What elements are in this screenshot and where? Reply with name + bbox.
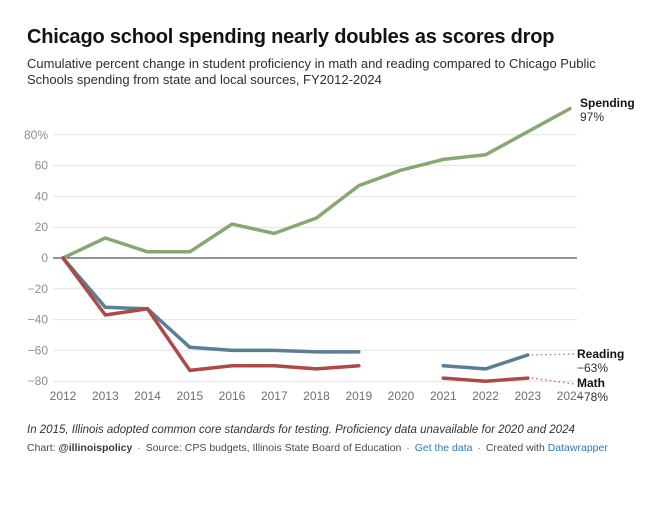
connector-math (531, 377, 576, 385)
get-the-data-link[interactable]: Get the data (414, 442, 473, 454)
credit-separator-2: · (406, 442, 410, 454)
page-title: Chicago school spending nearly doubles a… (27, 26, 555, 48)
x-tick-label: 2018 (303, 389, 330, 403)
credit-created-with: Created with (485, 442, 545, 454)
x-tick-label: 2023 (514, 389, 541, 403)
chart-card: Chicago school spending nearly doubles a… (0, 26, 650, 454)
y-tick-label: 0 (41, 251, 48, 265)
credit-chart-label: Chart: (27, 442, 56, 454)
x-tick-label: 2015 (176, 389, 203, 403)
series-name-spending: Spending (580, 96, 635, 110)
datawrapper-link[interactable]: Datawrapper (547, 442, 608, 454)
x-tick-label: 2024 (557, 389, 584, 403)
series-value-math: −78% (577, 390, 609, 404)
series-line-spending (61, 106, 572, 260)
x-tick-label: 2020 (388, 389, 415, 403)
y-tick-label: 40 (35, 189, 49, 203)
series-line-reading (441, 353, 530, 371)
y-tick-label: −40 (28, 313, 49, 327)
x-tick-label: 2019 (345, 389, 372, 403)
y-tick-label: −60 (28, 343, 49, 357)
credit-separator-1: · (137, 442, 141, 454)
x-tick-label: 2017 (261, 389, 288, 403)
y-tick-label: 20 (35, 220, 49, 234)
series-value-spending: 97% (580, 110, 605, 124)
x-tick-label: 2016 (219, 389, 246, 403)
y-tick-label: −80 (28, 374, 49, 388)
series-line-math (61, 256, 361, 373)
end-label-spending: Spending 97% (580, 96, 635, 124)
x-tick-label: 2022 (472, 389, 499, 403)
credit-author: @illinoispolicy (58, 442, 133, 454)
y-tick-label: 60 (35, 159, 49, 173)
connector-reading (531, 353, 576, 356)
x-tick-label: 2012 (50, 389, 77, 403)
x-tick-label: 2013 (92, 389, 119, 403)
credit-separator-3: · (477, 442, 481, 454)
series-line-math (441, 376, 530, 383)
series-value-reading: −63% (577, 361, 609, 375)
chart-footnote: In 2015, Illinois adopted common core st… (27, 424, 575, 436)
y-tick-label: −20 (28, 282, 49, 296)
series-name-math: Math (577, 376, 605, 390)
x-tick-label: 2014 (134, 389, 161, 403)
series-name-reading: Reading (577, 347, 625, 361)
chart-subtitle: Cumulative percent change in student pro… (27, 56, 596, 87)
end-label-math: Math −78% (577, 376, 608, 404)
credit-source: Source: CPS budgets, Illinois State Boar… (145, 442, 402, 454)
line-chart: 80% 60 40 20 0 −20 −40 −60 −80 2012 2013 2014 2015 20… (0, 93, 650, 423)
series-line-reading (61, 256, 361, 354)
y-tick-label: 80% (24, 128, 48, 142)
end-label-reading: Reading −63% (577, 347, 624, 375)
x-tick-label: 2021 (430, 389, 457, 403)
credit-line: Chart: @illinoispolicy · Source: CPS bud… (27, 442, 623, 454)
